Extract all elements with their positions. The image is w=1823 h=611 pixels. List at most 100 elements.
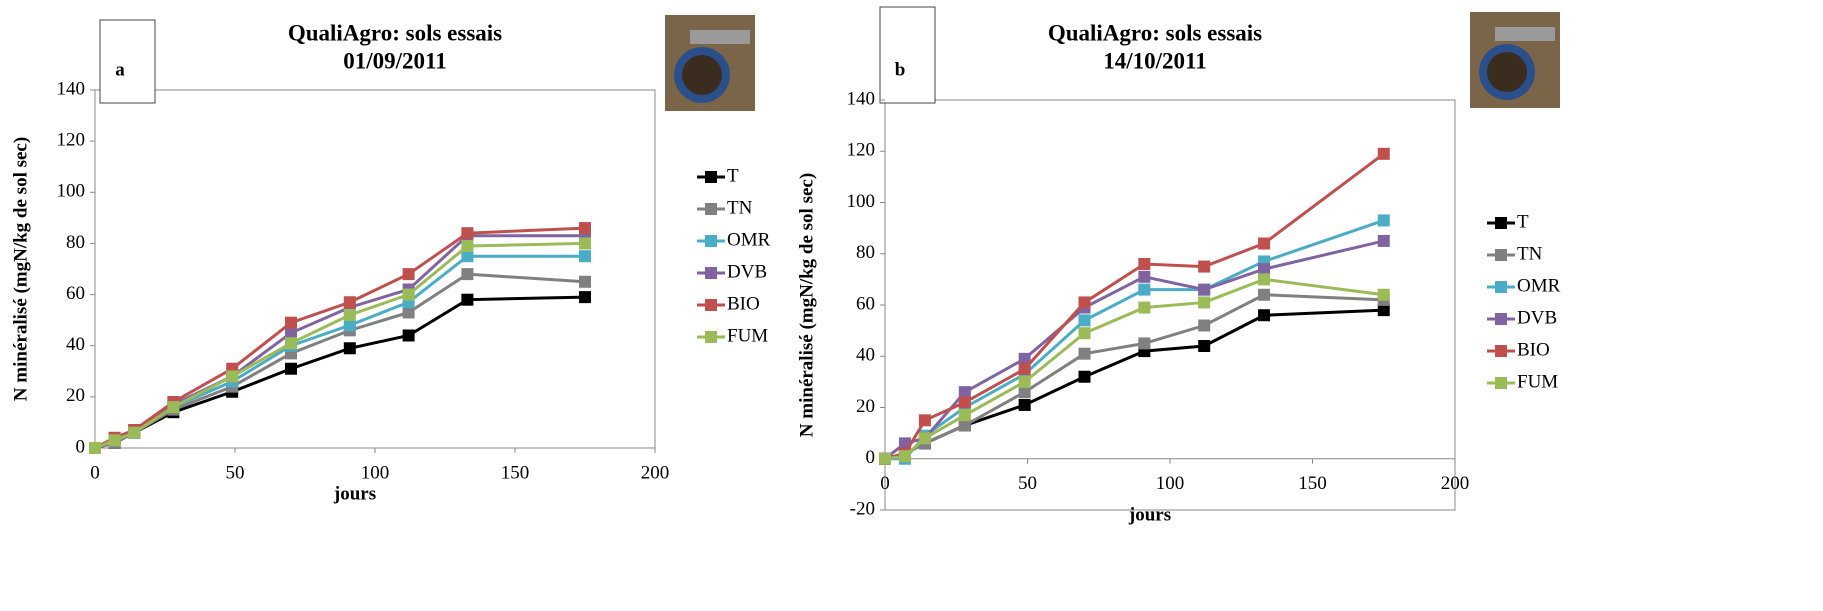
marker bbox=[579, 222, 591, 235]
marker bbox=[898, 450, 911, 463]
marker bbox=[918, 414, 931, 427]
marker bbox=[343, 309, 356, 322]
x-tick-label: 50 bbox=[1018, 473, 1037, 494]
marker bbox=[1018, 352, 1031, 365]
marker bbox=[918, 432, 931, 445]
marker bbox=[879, 452, 891, 465]
y-tick-label: 20 bbox=[66, 385, 85, 406]
legend-marker bbox=[1495, 377, 1507, 389]
marker bbox=[958, 419, 971, 432]
marker bbox=[1377, 234, 1390, 247]
marker bbox=[1138, 301, 1151, 314]
panel-box bbox=[879, 6, 936, 104]
x-tick-label: 100 bbox=[361, 462, 390, 483]
marker bbox=[1377, 304, 1390, 317]
marker bbox=[1078, 296, 1091, 309]
y-axis-label: N minéralisé (mgN/kg de sol sec) bbox=[10, 137, 31, 401]
legend-marker bbox=[1495, 249, 1507, 261]
marker bbox=[402, 329, 415, 342]
marker bbox=[285, 316, 297, 329]
marker bbox=[1258, 273, 1271, 286]
series-line bbox=[884, 308, 1384, 461]
legend-label: T bbox=[1517, 211, 1529, 232]
chart-title: QualiAgro: sols essais bbox=[1048, 20, 1262, 45]
x-tick-label: 200 bbox=[1441, 473, 1470, 494]
legend-marker bbox=[1495, 313, 1507, 325]
x-tick-label: 150 bbox=[1298, 473, 1327, 494]
marker bbox=[1198, 319, 1211, 332]
marker bbox=[285, 326, 297, 339]
marker bbox=[285, 362, 297, 375]
marker bbox=[108, 434, 121, 447]
photo-b bbox=[1470, 12, 1560, 108]
marker bbox=[402, 268, 415, 281]
marker bbox=[461, 293, 474, 306]
legend-marker bbox=[705, 203, 717, 215]
marker bbox=[1377, 147, 1390, 160]
legend-label: FUM bbox=[727, 325, 768, 346]
x-tick-label: 0 bbox=[880, 473, 890, 494]
marker bbox=[1258, 288, 1271, 301]
marker bbox=[1018, 375, 1031, 388]
marker bbox=[958, 386, 971, 399]
panel-label: a bbox=[115, 59, 125, 80]
marker bbox=[1078, 327, 1091, 340]
legend-label: T bbox=[727, 165, 739, 186]
marker bbox=[958, 396, 971, 409]
y-tick-label: 60 bbox=[66, 283, 85, 304]
marker bbox=[1138, 337, 1151, 350]
legend-label: TN bbox=[727, 197, 753, 218]
chart-title: QualiAgro: sols essais bbox=[288, 20, 502, 45]
y-tick-label: 100 bbox=[57, 181, 86, 202]
y-tick-label: 40 bbox=[856, 345, 875, 366]
panel-label: b bbox=[895, 59, 906, 80]
marker bbox=[1138, 258, 1151, 270]
y-tick-label: 60 bbox=[856, 293, 875, 314]
legend-label: FUM bbox=[1517, 371, 1558, 392]
marker bbox=[226, 370, 239, 383]
series-line bbox=[884, 239, 1385, 460]
marker bbox=[1138, 283, 1151, 296]
marker bbox=[579, 291, 591, 304]
marker bbox=[461, 239, 474, 252]
y-tick-label: 0 bbox=[866, 447, 876, 468]
marker bbox=[343, 296, 356, 309]
marker bbox=[402, 306, 415, 319]
series-line bbox=[94, 226, 586, 450]
legend-marker bbox=[1495, 217, 1507, 229]
y-tick-label: 0 bbox=[76, 436, 86, 457]
marker bbox=[1018, 363, 1031, 376]
marker bbox=[461, 227, 474, 240]
y-tick-label: 140 bbox=[57, 78, 86, 99]
marker bbox=[343, 319, 356, 332]
legend-label: OMR bbox=[1517, 275, 1561, 296]
marker bbox=[958, 409, 971, 422]
y-tick-label: -20 bbox=[850, 498, 875, 519]
x-axis-label: jours bbox=[333, 483, 376, 504]
x-tick-label: 150 bbox=[501, 462, 530, 483]
marker bbox=[1258, 237, 1271, 250]
legend-marker bbox=[705, 235, 717, 247]
y-tick-label: 40 bbox=[66, 334, 85, 355]
y-tick-label: 120 bbox=[57, 130, 86, 151]
legend-marker bbox=[705, 331, 717, 343]
y-tick-label: 100 bbox=[847, 191, 876, 212]
series-line bbox=[94, 241, 586, 450]
panel-box bbox=[99, 19, 156, 104]
chart-subtitle: 01/09/2011 bbox=[343, 48, 447, 73]
legend-label: DVB bbox=[727, 261, 767, 282]
series-line bbox=[884, 293, 1384, 461]
marker bbox=[579, 250, 591, 263]
marker bbox=[1018, 398, 1031, 411]
x-tick-label: 50 bbox=[226, 462, 245, 483]
legend-label: TN bbox=[1517, 243, 1543, 264]
marker bbox=[461, 250, 474, 263]
y-tick-label: 80 bbox=[66, 232, 85, 253]
legend-marker bbox=[1495, 345, 1507, 357]
series-line bbox=[884, 277, 1384, 461]
marker bbox=[89, 442, 101, 454]
marker bbox=[1198, 283, 1211, 296]
marker bbox=[343, 342, 356, 355]
x-axis-label: jours bbox=[1128, 504, 1171, 525]
